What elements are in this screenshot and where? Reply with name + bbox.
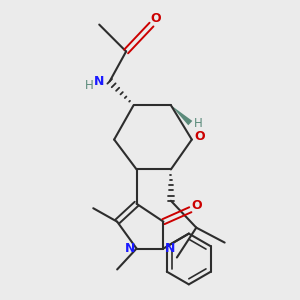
Text: N: N	[94, 75, 104, 88]
Polygon shape	[171, 105, 192, 125]
Text: H: H	[84, 79, 93, 92]
Text: N: N	[165, 242, 175, 255]
Text: O: O	[151, 12, 161, 25]
Text: N: N	[125, 242, 135, 255]
Text: H: H	[194, 117, 202, 130]
Text: O: O	[191, 199, 202, 212]
Text: O: O	[195, 130, 206, 143]
